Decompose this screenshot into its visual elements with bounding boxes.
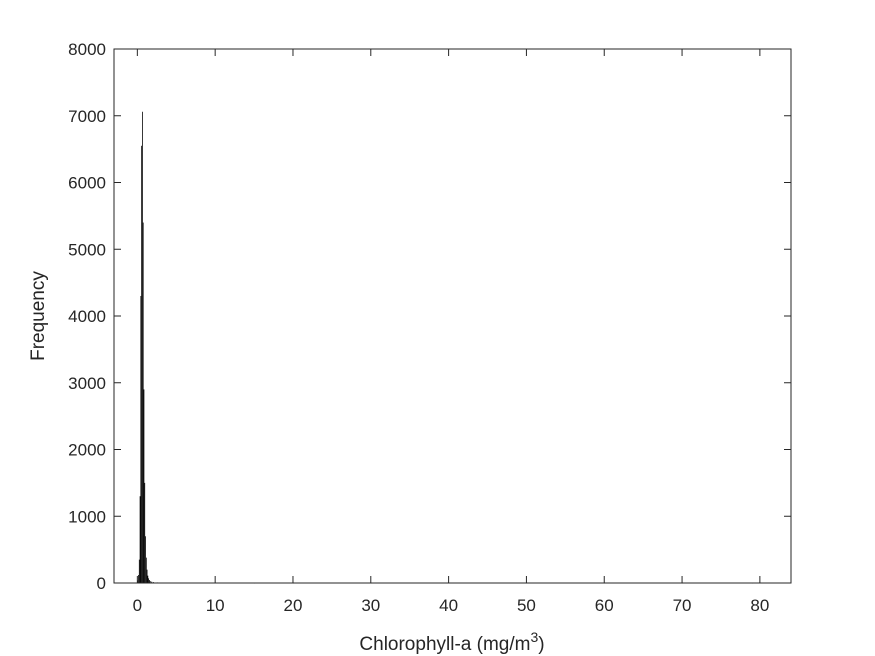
histogram-bars [137,111,753,584]
histogram-bar [145,536,146,583]
histogram-bar [144,482,146,584]
y-axis-ticks: 0 1000 2000 3000 4000 5000 6000 7000 8000 [68,40,791,593]
histogram-bar [145,557,147,583]
histogram-bar [147,575,149,583]
x-tick-label: 70 [673,596,692,615]
histogram-bar [138,574,139,583]
y-tick-label: 5000 [68,240,106,259]
x-tick-label: 60 [595,596,614,615]
y-tick-label: 0 [97,574,106,593]
x-tick-label: 50 [517,596,536,615]
y-axis-label: Frequency [28,271,49,361]
y-tick-label: 4000 [68,307,106,326]
histogram-bar [149,580,150,583]
y-tick-label: 6000 [68,174,106,193]
y-tick-label: 7000 [68,107,106,126]
x-axis-label: Chlorophyll-a (mg/m3) [359,629,544,655]
x-tick-label: 10 [206,596,225,615]
x-axis-label-suffix: ) [538,634,544,655]
x-tick-label: 40 [439,596,458,615]
histogram-bar [138,559,140,583]
histogram-bar [148,578,150,583]
x-axis-label-superscript: 3 [530,629,538,645]
histogram-bar [142,222,144,584]
x-axis-ticks: 0 10 20 30 40 50 60 70 80 [133,49,769,615]
y-tick-label: 3000 [68,374,106,393]
y-tick-label: 2000 [68,441,106,460]
histogram-bar [151,581,153,583]
plot-area [114,49,791,583]
histogram-bar [143,389,145,583]
x-tick-label: 30 [361,596,380,615]
histogram-bar [140,295,142,583]
histogram-bar [141,145,143,584]
x-tick-label: 20 [284,596,303,615]
histogram-bar [146,569,148,583]
histogram-bar [142,111,143,583]
y-tick-label: 1000 [68,507,106,526]
histogram-bar [149,581,151,583]
x-tick-label: 80 [750,596,769,615]
y-tick-label: 8000 [68,40,106,59]
histogram-bar [139,496,141,583]
x-tick-label: 0 [133,596,142,615]
